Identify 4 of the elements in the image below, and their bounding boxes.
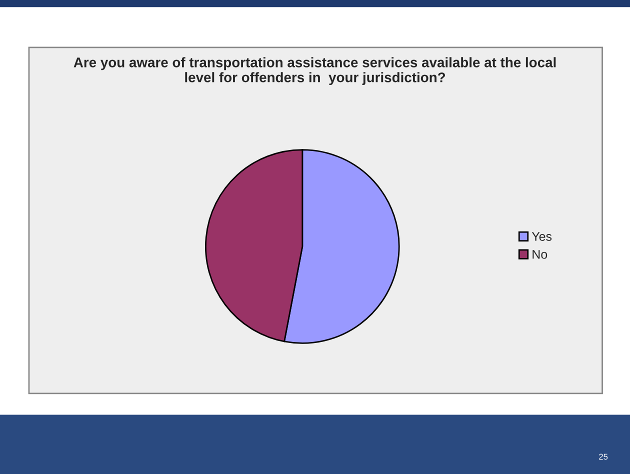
text: 25 xyxy=(599,454,608,460)
legend-label: Yes xyxy=(532,232,552,241)
chart-title: Are you aware of transportation assistance services available at the local level for offenders in your jurisdiction? xyxy=(74,57,556,86)
legend-label: No xyxy=(532,250,548,259)
